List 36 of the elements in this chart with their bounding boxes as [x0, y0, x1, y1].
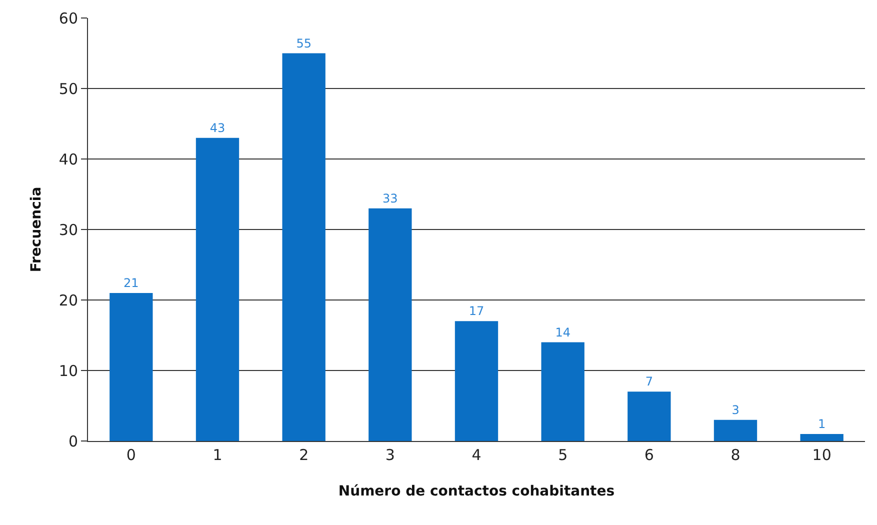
data-label: 14 [555, 325, 570, 340]
data-label: 3 [732, 402, 740, 417]
x-tick-label: 5 [558, 446, 568, 464]
y-tick-label: 50 [58, 80, 78, 98]
data-label: 7 [645, 374, 653, 389]
x-tick-label: 8 [730, 446, 740, 464]
data-label: 17 [468, 304, 484, 318]
bar [454, 321, 498, 441]
bar [628, 392, 671, 441]
x-tick-label: 6 [644, 446, 654, 464]
x-tick-label: 3 [385, 446, 395, 464]
bar [541, 342, 584, 441]
y-tick-label: 30 [58, 220, 78, 239]
data-label: 21 [124, 276, 139, 290]
data-label: 33 [382, 191, 398, 206]
y-tick-label: 40 [58, 150, 78, 168]
y-tick-label: 60 [58, 9, 78, 28]
bar [196, 138, 240, 441]
x-tick-label: 1 [212, 446, 222, 464]
bar [368, 208, 412, 441]
x-tick-label: 2 [299, 446, 309, 464]
y-tick-label: 20 [58, 291, 78, 310]
x-tick-label: 10 [812, 446, 832, 464]
x-axis-title: Número de contactos cohabitantes [338, 483, 615, 500]
bar [714, 420, 758, 441]
bar [282, 53, 326, 441]
x-tick-label: 0 [126, 446, 136, 464]
y-tick-label: 10 [58, 362, 78, 380]
data-label: 1 [818, 416, 826, 431]
bar [110, 292, 153, 441]
y-tick-label: 0 [68, 432, 78, 450]
y-axis-title: Frecuencia [28, 186, 45, 272]
data-label: 55 [296, 36, 312, 50]
x-tick-label: 4 [472, 446, 482, 464]
bar [800, 434, 844, 441]
data-label: 43 [210, 120, 226, 135]
